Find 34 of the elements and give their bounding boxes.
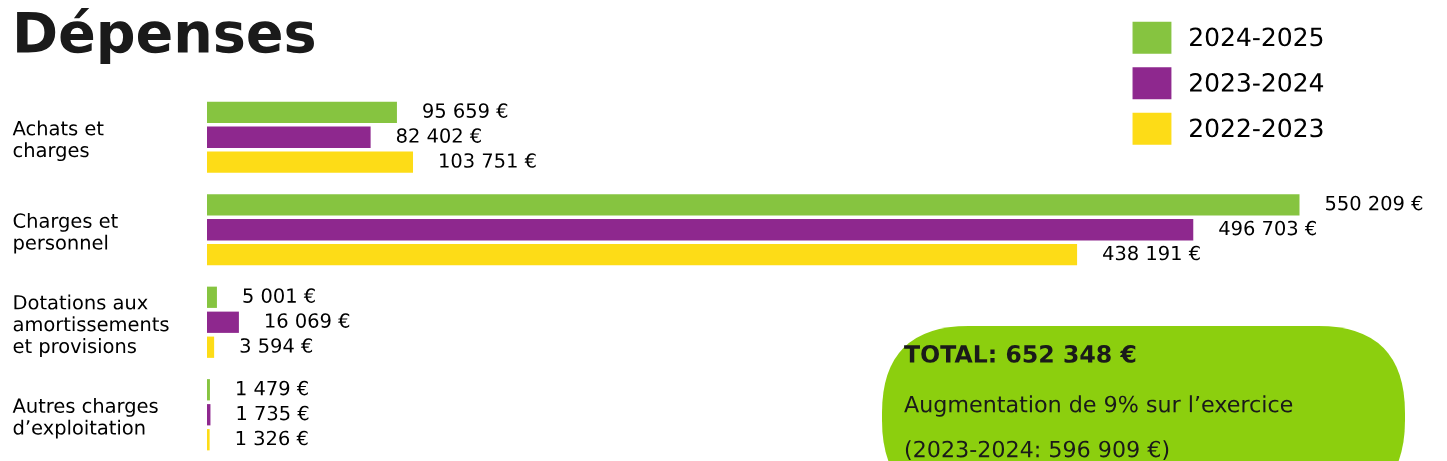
data-label: 82 402 € [396,128,481,143]
bar [207,244,1078,266]
data-label: 496 703 € [1219,220,1316,236]
bar [207,336,215,358]
y-tick-label: Autres charges d’exploitation [12,397,158,439]
data-label: 1 326 € [236,430,308,446]
chart-title: Dépenses [17,8,314,64]
bar [207,126,371,148]
data-label: 5 001 € [243,288,315,303]
bar [207,101,397,123]
bar [207,286,217,308]
bar [207,379,210,401]
legend-label: 2024-2025 [1190,27,1323,47]
data-label: 438 191 € [1103,245,1200,261]
bar [207,151,414,173]
legend-label: 2023-2024 [1190,72,1324,92]
bar [207,219,1194,241]
bar [207,429,210,451]
data-label: 3 594 € [240,338,313,353]
data-label: 1 479 € [237,380,308,396]
data-label: 95 659 € [423,103,508,118]
data-label: 1 735 € [237,405,309,421]
bar [207,194,1300,216]
data-label: 16 069 € [266,313,350,328]
legend-label: 2022-2023 [1190,118,1323,138]
annotation: TOTAL: 652 348 € [904,344,1136,363]
data-label: 550 209 € [1326,195,1423,211]
y-tick-label: Dotations aux amortissements et provisions [13,294,169,357]
annotation: Augmentation de 9% sur l’exercice [904,395,1293,417]
data-label: 103 751 € [440,153,536,168]
annotation: (2023-2024: 596 909 €) [905,440,1169,461]
y-tick-label: Achats et charges [12,120,104,162]
y-tick-label: Charges et personnel [13,212,118,254]
bar [207,311,239,333]
